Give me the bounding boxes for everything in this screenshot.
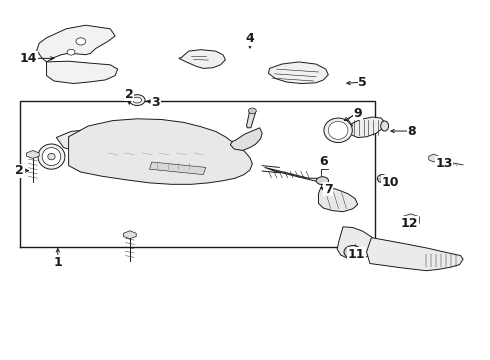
- Polygon shape: [337, 227, 377, 259]
- Ellipse shape: [405, 216, 416, 224]
- Polygon shape: [265, 167, 321, 182]
- Text: 11: 11: [348, 248, 366, 261]
- Text: 3: 3: [151, 96, 160, 109]
- Ellipse shape: [381, 121, 389, 131]
- Polygon shape: [230, 128, 262, 150]
- Polygon shape: [429, 154, 439, 162]
- Text: 12: 12: [401, 217, 418, 230]
- Circle shape: [248, 108, 256, 114]
- Text: 8: 8: [407, 125, 416, 138]
- Text: 1: 1: [53, 256, 62, 269]
- Ellipse shape: [133, 97, 142, 103]
- Polygon shape: [69, 119, 252, 184]
- Text: 4: 4: [245, 32, 254, 45]
- Polygon shape: [37, 25, 115, 62]
- Text: 13: 13: [435, 157, 453, 170]
- Text: 5: 5: [358, 76, 367, 89]
- Polygon shape: [269, 62, 328, 84]
- Text: 6: 6: [319, 155, 328, 168]
- Polygon shape: [26, 150, 39, 158]
- Ellipse shape: [38, 144, 65, 169]
- Text: 2: 2: [125, 88, 134, 101]
- Polygon shape: [367, 238, 463, 271]
- Polygon shape: [47, 61, 118, 84]
- Ellipse shape: [129, 95, 145, 105]
- Ellipse shape: [324, 118, 352, 143]
- Ellipse shape: [317, 177, 329, 185]
- Text: 9: 9: [353, 107, 362, 120]
- Ellipse shape: [328, 121, 348, 139]
- Polygon shape: [149, 162, 206, 175]
- Text: 10: 10: [381, 176, 399, 189]
- Polygon shape: [123, 231, 136, 239]
- Ellipse shape: [377, 175, 387, 183]
- Polygon shape: [402, 214, 419, 226]
- Polygon shape: [246, 110, 256, 128]
- Circle shape: [344, 246, 362, 258]
- Ellipse shape: [48, 153, 55, 160]
- Polygon shape: [349, 117, 385, 138]
- Circle shape: [67, 49, 75, 55]
- Ellipse shape: [42, 148, 61, 166]
- Polygon shape: [179, 50, 225, 68]
- Circle shape: [76, 38, 86, 45]
- Text: 14: 14: [20, 52, 37, 65]
- Text: 2: 2: [15, 164, 24, 177]
- Polygon shape: [318, 187, 358, 212]
- Text: 7: 7: [324, 183, 333, 196]
- Polygon shape: [56, 130, 105, 152]
